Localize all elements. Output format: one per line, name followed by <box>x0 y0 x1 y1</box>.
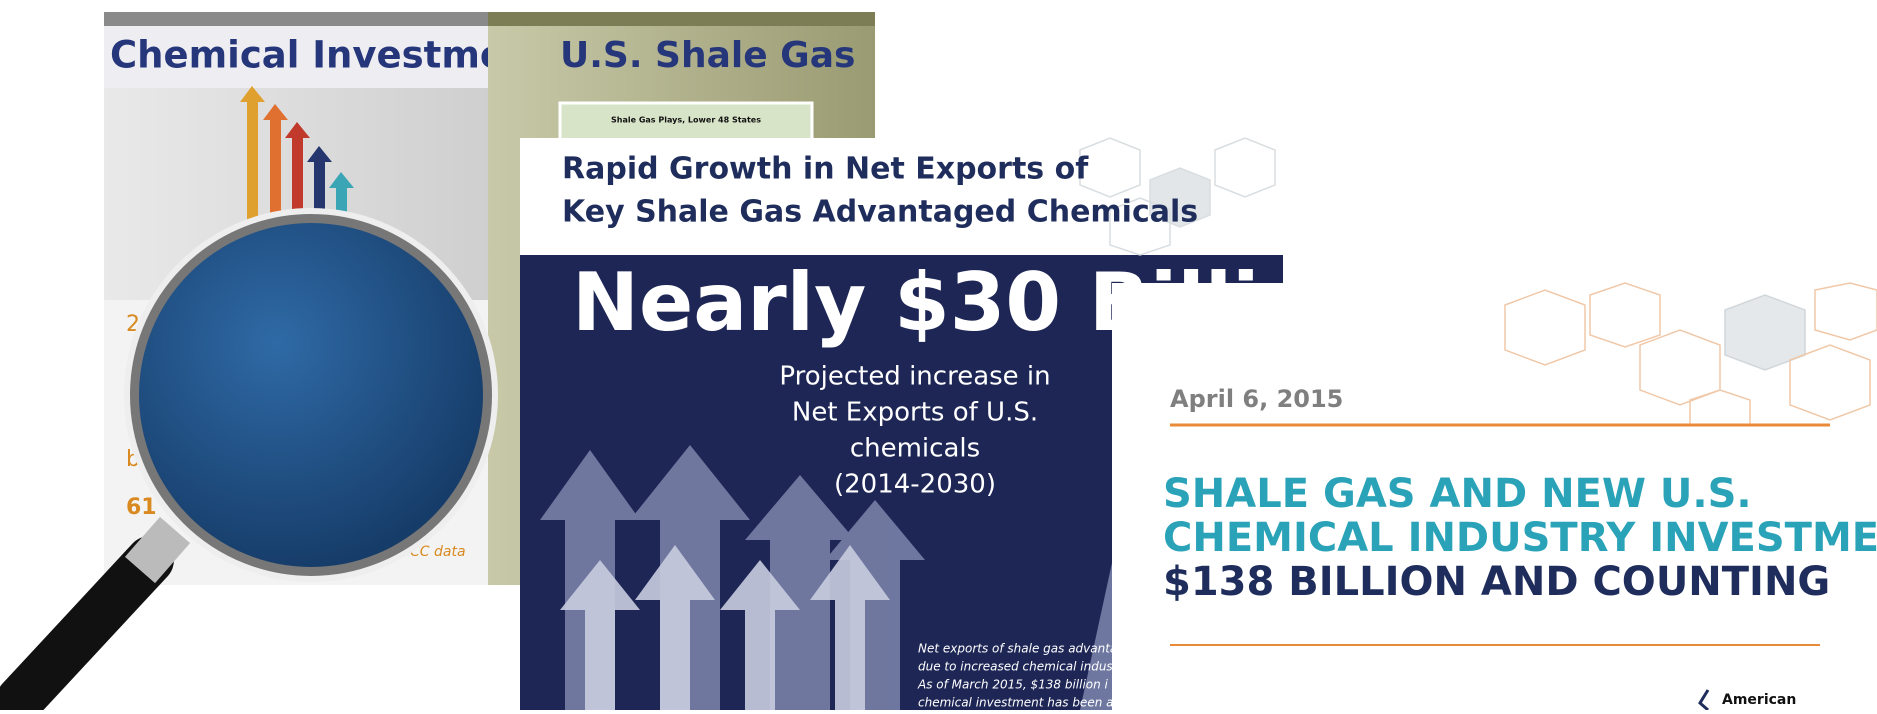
report-date: April 6, 2015 <box>1170 385 1343 413</box>
cube-pattern <box>1504 282 1877 426</box>
note: due to increased chemical indus <box>918 660 1113 674</box>
logo-mark <box>1698 689 1710 712</box>
subtitle: (2014-2030) <box>834 470 996 500</box>
subtitle: chemicals <box>850 434 980 464</box>
fragment: 61 <box>126 495 157 520</box>
note: Net exports of shale gas advanta <box>918 642 1117 656</box>
note: chemical investment has been a <box>918 696 1113 710</box>
card-title: Chemical Investment <box>110 34 549 77</box>
subtitle: Net Exports of U.S. <box>792 398 1038 428</box>
report-title: CHEMICAL INDUSTRY INVESTMENT: <box>1163 515 1877 561</box>
report-card: April 6, 2015 SHALE GAS AND NEW U.S. CHE… <box>1112 282 1877 712</box>
logo: American <box>1722 692 1796 708</box>
growth-arrows-front <box>560 545 890 710</box>
fragment: CC data <box>410 544 466 560</box>
map-caption: Shale Gas Plays, Lower 48 States <box>611 116 761 125</box>
card-title: Rapid Growth in Net Exports of <box>562 152 1089 187</box>
card-title: Key Shale Gas Advantaged Chemicals <box>562 195 1198 230</box>
cube-pattern <box>1079 137 1276 256</box>
report-title: SHALE GAS AND NEW U.S. <box>1163 471 1752 517</box>
card-title: U.S. Shale Gas <box>560 35 855 76</box>
magnifier <box>0 208 498 714</box>
note: As of March 2015, $138 billion i <box>917 678 1109 692</box>
subtitle: Projected increase in <box>779 362 1050 392</box>
report-title: $138 BILLION AND COUNTING <box>1163 559 1830 605</box>
